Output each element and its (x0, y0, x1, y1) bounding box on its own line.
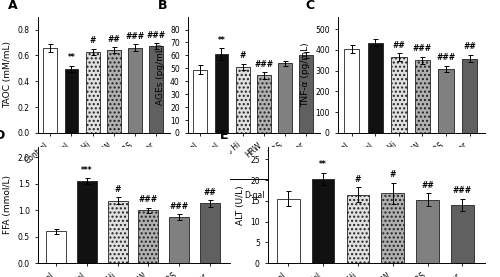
Bar (391, 57, 406, 133)
Y-axis label: AGEs (pg/mL): AGEs (pg/mL) (156, 44, 164, 106)
Bar (438, 69, 454, 133)
Text: ###: ### (146, 31, 166, 40)
Text: C: C (305, 0, 314, 12)
Bar (278, 63, 292, 133)
Bar (150, 46, 163, 133)
Text: #: # (90, 37, 96, 45)
Bar (368, 43, 383, 133)
Text: ##: ## (421, 181, 434, 190)
Y-axis label: TAOC (mM/mL): TAOC (mM/mL) (3, 41, 12, 108)
Bar (344, 49, 360, 133)
Text: ###: ### (453, 186, 472, 195)
Bar (462, 59, 477, 133)
Text: ##: ## (392, 41, 405, 50)
Text: A: A (8, 0, 18, 12)
Text: ###: ### (126, 32, 144, 41)
Bar (300, 55, 313, 133)
Text: ##: ## (204, 188, 216, 197)
Text: ###: ### (139, 195, 158, 204)
Text: #: # (240, 51, 246, 60)
Text: D-gal: D-gal (94, 191, 114, 200)
Text: ##: ## (108, 35, 120, 44)
Bar (138, 210, 158, 263)
Bar (415, 60, 430, 133)
Y-axis label: ALT (U/L): ALT (U/L) (236, 185, 244, 225)
Bar (277, 199, 299, 263)
Text: ##: ## (464, 42, 476, 51)
Bar (346, 194, 370, 263)
Bar (200, 203, 220, 263)
Text: **: ** (218, 36, 226, 45)
Text: #: # (390, 170, 396, 179)
Text: D-gal: D-gal (244, 191, 264, 200)
Bar (64, 69, 78, 133)
Text: #: # (114, 184, 121, 194)
Text: D-gal: D-gal (402, 191, 422, 200)
Text: D: D (0, 129, 6, 142)
Bar (416, 199, 439, 263)
Bar (236, 67, 250, 133)
Bar (77, 181, 97, 263)
Bar (44, 48, 57, 133)
Text: **: ** (320, 160, 327, 170)
Text: ***: *** (81, 166, 92, 175)
Bar (128, 48, 142, 133)
Text: #: # (355, 175, 361, 184)
Bar (451, 205, 473, 263)
Bar (108, 201, 128, 263)
Bar (86, 52, 100, 133)
Bar (169, 217, 189, 263)
Bar (312, 179, 334, 263)
Y-axis label: TNF-α (pg/mL): TNF-α (pg/mL) (300, 42, 310, 107)
Text: B: B (158, 0, 168, 12)
Bar (46, 231, 66, 263)
Bar (194, 70, 207, 133)
Text: ###: ### (170, 202, 188, 211)
Bar (107, 50, 120, 133)
Text: ###: ### (254, 60, 274, 69)
Text: ###: ### (436, 53, 456, 62)
Bar (214, 54, 228, 133)
Y-axis label: FFA (mmol/L): FFA (mmol/L) (3, 176, 12, 234)
Text: **: ** (68, 53, 76, 62)
Text: ###: ### (413, 44, 432, 53)
Bar (257, 75, 270, 133)
Text: E: E (220, 129, 228, 142)
Bar (382, 193, 404, 263)
